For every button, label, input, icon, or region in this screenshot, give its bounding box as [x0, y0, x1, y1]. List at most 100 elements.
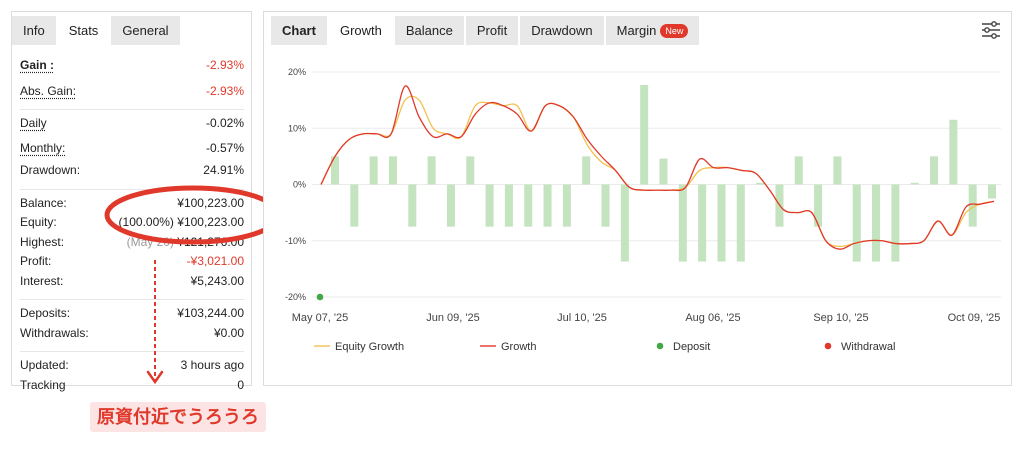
- withdrawals-value: ¥0.00: [213, 325, 244, 340]
- bar: [620, 184, 629, 262]
- bar: [408, 184, 417, 227]
- deposit-marker: [316, 293, 324, 301]
- balance-label: Balance:: [20, 195, 67, 210]
- tab-stats[interactable]: Stats: [57, 16, 112, 45]
- abs-gain-value: -2.93%: [205, 83, 244, 98]
- bar: [543, 184, 552, 227]
- bar: [601, 184, 610, 227]
- bar: [794, 156, 803, 185]
- bar: [910, 182, 919, 185]
- bar: [736, 184, 745, 262]
- monthly-value: -0.57%: [205, 140, 244, 155]
- stat-drawdown: Drawdown: 24.91%: [20, 161, 244, 181]
- annotation-arrow: [146, 260, 164, 385]
- stat-balance: Balance: ¥100,223.00: [20, 194, 244, 214]
- stats-list: Gain : -2.93% Abs. Gain: -2.93% Daily -0…: [20, 56, 244, 395]
- bar: [388, 156, 397, 185]
- annotation-ellipse: [104, 185, 282, 245]
- abs-gain-label[interactable]: Abs. Gain:: [20, 83, 77, 98]
- daily-label[interactable]: Daily: [20, 116, 47, 130]
- legend-label: Deposit: [673, 341, 710, 353]
- tab-drawdown[interactable]: Drawdown: [520, 16, 606, 45]
- bar: [485, 184, 494, 227]
- divider: [20, 181, 244, 190]
- tab-chart[interactable]: Chart: [271, 16, 329, 45]
- updated-value: 3 hours ago: [180, 358, 244, 372]
- balance-value: ¥100,223.00: [177, 195, 244, 210]
- stat-monthly: Monthly: -0.57%: [20, 139, 244, 159]
- legend-swatch: [656, 342, 664, 350]
- equity-percent: (100.00%): [118, 215, 174, 229]
- tab-growth[interactable]: Growth: [328, 16, 395, 45]
- profit-label: Profit:: [20, 254, 52, 268]
- interest-value: ¥5,243.00: [190, 273, 244, 288]
- stats-tabs: Info Stats General: [12, 16, 182, 45]
- bar: [640, 84, 649, 185]
- chart-panel: Chart Growth Balance Profit Drawdown Mar…: [263, 11, 1012, 386]
- bar: [988, 184, 996, 199]
- stat-tracking: Tracking 0: [20, 376, 244, 396]
- growth-line: [320, 85, 995, 250]
- tab-general[interactable]: General: [111, 16, 182, 45]
- bar: [872, 184, 881, 262]
- profit-value: -¥3,021.00: [186, 254, 244, 268]
- bar: [852, 184, 861, 262]
- tab-margin[interactable]: Margin New: [605, 16, 702, 45]
- bar: [717, 184, 726, 262]
- stat-profit: Profit: -¥3,021.00: [20, 252, 244, 272]
- tab-info[interactable]: Info: [12, 16, 58, 45]
- deposits-value: ¥103,244.00: [177, 306, 244, 320]
- annotation-caption: 原資付近でうろうろ: [90, 402, 266, 432]
- stat-gain: Gain : -2.93%: [20, 56, 244, 76]
- legend-label: Equity Growth: [335, 341, 404, 353]
- legend-label: Withdrawal: [841, 341, 895, 353]
- stat-updated: Updated: 3 hours ago: [20, 356, 244, 376]
- x-tick-label: Jul 10, '25: [557, 312, 607, 324]
- bar: [562, 184, 571, 227]
- bar: [427, 156, 436, 185]
- bar: [659, 158, 668, 185]
- x-tick-label: Oct 09, '25: [948, 312, 1001, 324]
- stat-equity: Equity: (100.00%) ¥100,223.00: [20, 213, 244, 233]
- daily-value: -0.02%: [205, 116, 244, 130]
- interest-label: Interest:: [20, 273, 64, 288]
- bar: [350, 184, 359, 227]
- deposits-label: Deposits:: [20, 306, 71, 320]
- y-tick-label: -20%: [285, 292, 306, 302]
- sliders-icon[interactable]: [981, 20, 1001, 40]
- chart-tabs: Chart Growth Balance Profit Drawdown Mar…: [271, 16, 702, 45]
- bar: [504, 184, 513, 227]
- new-badge: New: [660, 24, 689, 38]
- stat-interest: Interest: ¥5,243.00: [20, 272, 244, 292]
- monthly-label[interactable]: Monthly:: [20, 140, 66, 155]
- tab-profit[interactable]: Profit: [465, 16, 521, 45]
- updated-label: Updated:: [20, 358, 69, 372]
- bar: [833, 156, 842, 185]
- bar: [930, 156, 939, 185]
- bar: [582, 156, 591, 185]
- stats-panel: Info Stats General Gain : -2.93% Abs. Ga…: [11, 11, 252, 392]
- equity-label: Equity:: [20, 215, 57, 229]
- tracking-value: 0: [237, 377, 244, 392]
- bar: [331, 156, 339, 185]
- bar: [369, 156, 378, 185]
- tracking-label: Tracking: [20, 377, 66, 392]
- y-tick-label: 0%: [293, 180, 306, 190]
- divider: [20, 101, 244, 110]
- gain-label[interactable]: Gain :: [20, 58, 55, 72]
- divider: [20, 291, 244, 300]
- legend-swatch: [824, 342, 832, 350]
- bar: [968, 184, 977, 227]
- divider: [20, 343, 244, 352]
- stat-withdrawals: Withdrawals: ¥0.00: [20, 324, 244, 344]
- bar: [466, 156, 475, 185]
- drawdown-label: Drawdown:: [20, 163, 81, 177]
- tab-balance[interactable]: Balance: [394, 16, 466, 45]
- bar: [891, 184, 900, 262]
- bar: [698, 184, 707, 262]
- stat-abs-gain: Abs. Gain: -2.93%: [20, 82, 244, 102]
- bar: [949, 119, 958, 185]
- bar: [678, 184, 687, 262]
- bar: [814, 184, 823, 227]
- gain-value: -2.93%: [205, 58, 244, 72]
